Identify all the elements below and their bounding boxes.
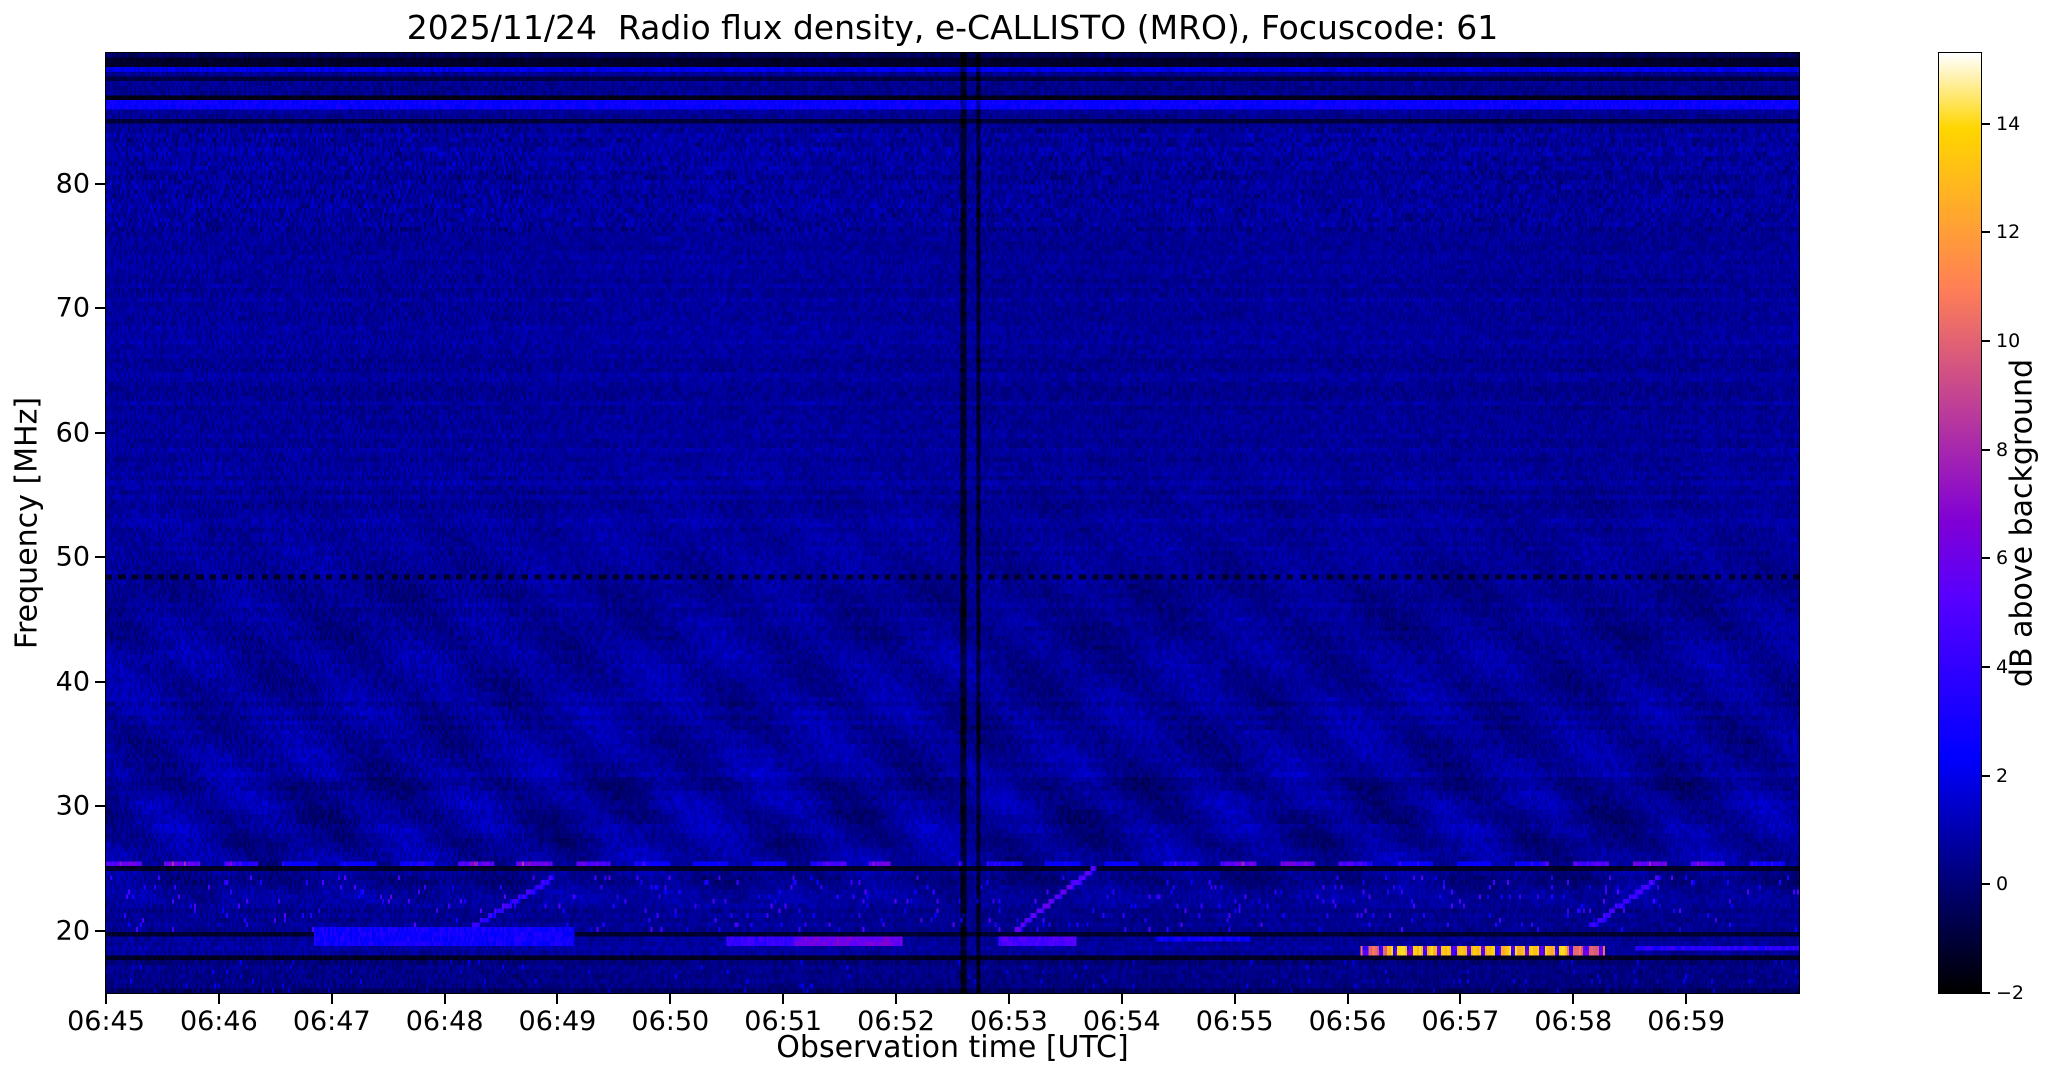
y-tick-mark — [95, 680, 106, 683]
colorbar-tick-mark — [1981, 231, 1990, 234]
colorbar-tick-label: 2 — [1996, 764, 2009, 787]
colorbar-tick-mark — [1981, 774, 1990, 777]
colorbar-tick-mark — [1981, 557, 1990, 560]
x-tick-label: 06:52 — [857, 1006, 935, 1037]
x-tick-mark — [1233, 994, 1236, 1004]
x-tick-mark — [669, 994, 672, 1004]
colorbar-tick-label: 10 — [1996, 329, 2021, 352]
colorbar-tick-mark — [1981, 122, 1990, 125]
x-tick-mark — [1572, 994, 1575, 1004]
x-tick-label: 06:53 — [970, 1006, 1048, 1037]
y-tick-mark — [95, 929, 106, 932]
x-tick-mark — [782, 994, 785, 1004]
x-tick-label: 06:51 — [744, 1006, 823, 1037]
colorbar-tick-mark — [1981, 339, 1990, 342]
y-tick-label: 80 — [55, 168, 90, 200]
y-tick-label: 60 — [55, 417, 90, 449]
x-tick-mark — [330, 994, 333, 1004]
x-tick-mark — [105, 994, 107, 1004]
x-tick-mark — [895, 994, 898, 1004]
x-tick-label: 06:45 — [67, 1006, 145, 1037]
x-axis-label: Observation time [UTC] — [776, 1030, 1129, 1065]
x-tick-mark — [1685, 994, 1688, 1004]
x-tick-label: 06:54 — [1082, 1006, 1161, 1037]
x-tick-label: 06:59 — [1647, 1006, 1726, 1037]
colorbar-tick-label: 12 — [1996, 221, 2021, 244]
colorbar-tick-label: 8 — [1996, 438, 2009, 461]
x-tick-label: 06:56 — [1308, 1006, 1387, 1037]
x-tick-mark — [217, 994, 220, 1004]
y-tick-label: 30 — [55, 790, 90, 822]
x-tick-label: 06:55 — [1195, 1006, 1274, 1037]
colorbar-label: dB above background — [2004, 358, 2040, 688]
colorbar-tick-label: −2 — [1996, 982, 2025, 1004]
x-tick-label: 06:48 — [405, 1006, 484, 1037]
colorbar-tick-mark — [1981, 665, 1990, 668]
x-tick-mark — [556, 994, 559, 1004]
x-tick-label: 06:58 — [1534, 1006, 1613, 1037]
x-tick-mark — [1459, 994, 1462, 1004]
colorbar-tick-mark — [1981, 992, 1990, 994]
colorbar-tick-mark — [1981, 448, 1990, 451]
colorbar-tick-label: 14 — [1996, 112, 2021, 135]
colorbar-tick-label: 4 — [1996, 655, 2009, 678]
y-tick-mark — [95, 805, 106, 808]
x-tick-label: 06:47 — [292, 1006, 371, 1037]
y-tick-mark — [95, 431, 106, 434]
colorbar-tick-label: 6 — [1996, 547, 2009, 570]
x-tick-label: 06:50 — [631, 1006, 710, 1037]
x-tick-label: 06:46 — [179, 1006, 258, 1037]
colorbar-canvas — [1938, 52, 1982, 994]
x-tick-label: 06:49 — [518, 1006, 597, 1037]
y-tick-label: 20 — [55, 915, 90, 947]
y-tick-label: 50 — [55, 541, 90, 573]
x-tick-mark — [1120, 994, 1123, 1004]
x-tick-mark — [443, 994, 446, 1004]
spectrogram-canvas — [105, 52, 1800, 994]
y-tick-mark — [95, 556, 106, 559]
chart-title: 2025/11/24 Radio flux density, e-CALLIST… — [406, 8, 1499, 47]
x-tick-mark — [1346, 994, 1349, 1004]
y-tick-label: 70 — [55, 292, 90, 324]
y-tick-label: 40 — [55, 666, 90, 698]
x-tick-label: 06:57 — [1421, 1006, 1500, 1037]
y-tick-mark — [95, 307, 106, 310]
x-tick-mark — [1007, 994, 1010, 1004]
y-tick-mark — [95, 182, 106, 185]
colorbar-tick-mark — [1981, 883, 1990, 886]
colorbar-tick-label: 0 — [1996, 873, 2009, 896]
